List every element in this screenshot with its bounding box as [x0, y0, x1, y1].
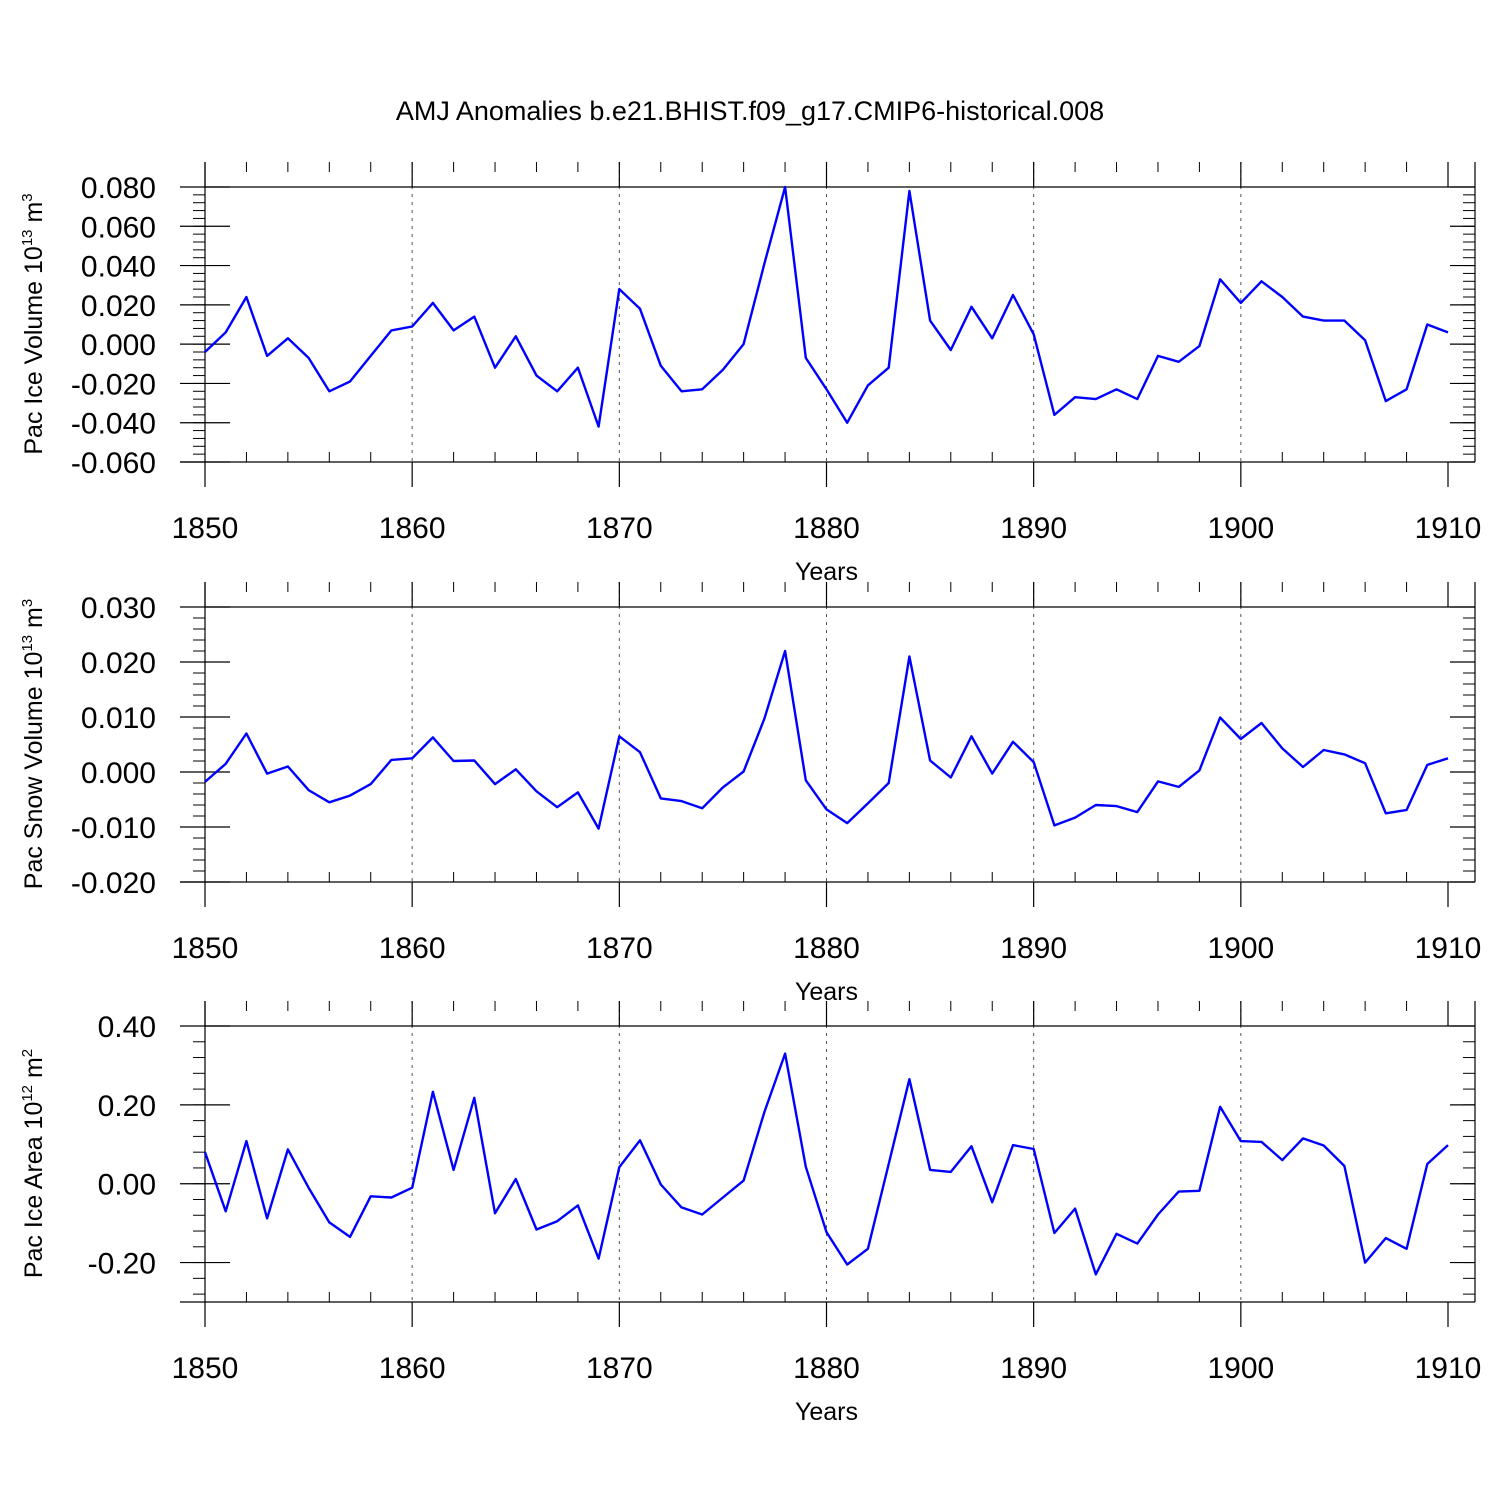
chart-title: AMJ Anomalies b.e21.BHIST.f09_g17.CMIP6-…	[395, 96, 1105, 126]
x-tick-label: 1890	[1000, 1352, 1067, 1385]
x-tick-label: 1880	[793, 1352, 860, 1385]
y-tick-label: 0.020	[81, 290, 156, 323]
y-tick-label: -0.060	[71, 447, 156, 480]
x-tick-label: 1890	[1000, 932, 1067, 965]
y-tick-label: 0.010	[81, 702, 156, 735]
series-line	[204, 185, 1449, 428]
chart-panel-2: 1850 1860 1870 1880 1890 1900 1910 -0.020 -0.010…	[19, 582, 1481, 1006]
x-tick-label: 1910	[1415, 512, 1482, 545]
y-tick-label: -0.010	[71, 812, 156, 845]
x-tick-label: 1860	[379, 1352, 446, 1385]
x-tick-label: 1870	[586, 932, 653, 965]
x-tick-label: 1910	[1415, 1352, 1482, 1385]
x-tick-label: 1860	[379, 932, 446, 965]
x-tick-label: 1890	[1000, 512, 1067, 545]
series-line	[204, 649, 1449, 830]
x-tick-label: 1870	[586, 512, 653, 545]
series-line	[203, 1052, 1449, 1276]
y-axis-title: Pac Snow Volume 1013 m3	[19, 599, 48, 889]
x-tick-label: 1900	[1207, 1352, 1274, 1385]
y-tick-label: 0.020	[81, 647, 156, 680]
x-tick-label: 1880	[793, 512, 860, 545]
x-tick-label: 1860	[379, 512, 446, 545]
chart-panel-1: 1850 1860 1870 1880 1890 1900 1910 -0.060 -0.040…	[19, 162, 1481, 586]
y-tick-label: 0.040	[81, 251, 156, 284]
y-tick-label: -0.020	[71, 867, 156, 900]
y-tick-label: 0.40	[98, 1011, 156, 1044]
y-tick-label: 0.080	[81, 172, 156, 205]
x-axis-title: Years	[795, 558, 858, 586]
y-tick-label: -0.20	[88, 1248, 156, 1281]
y-tick-label: 0.000	[81, 757, 156, 790]
y-tick-label: 0.20	[98, 1090, 156, 1123]
x-tick-label: 1850	[172, 932, 239, 965]
y-tick-label: 0.00	[98, 1169, 156, 1202]
x-tick-label: 1850	[172, 1352, 239, 1385]
y-tick-label: 0.000	[81, 329, 156, 362]
x-axis-title: Years	[795, 1398, 858, 1426]
y-tick-label: -0.020	[71, 368, 156, 401]
y-tick-label: 0.060	[81, 211, 156, 244]
x-tick-label: 1910	[1415, 932, 1482, 965]
y-axis-title: Pac Ice Area 1012 m2	[19, 1049, 48, 1278]
x-tick-label: 1900	[1207, 512, 1274, 545]
y-tick-label: 0.030	[81, 592, 156, 625]
y-axis-title: Pac Ice Volume 1013 m3	[19, 193, 48, 454]
x-tick-label: 1880	[793, 932, 860, 965]
chart-panel-3: 1850 1860 1870 1880 1890 1900 1910 -0.20 0.00 0.2…	[19, 1001, 1481, 1426]
x-tick-label: 1900	[1207, 932, 1274, 965]
x-tick-label: 1870	[586, 1352, 653, 1385]
y-tick-label: -0.040	[71, 408, 156, 441]
x-tick-label: 1850	[172, 512, 239, 545]
